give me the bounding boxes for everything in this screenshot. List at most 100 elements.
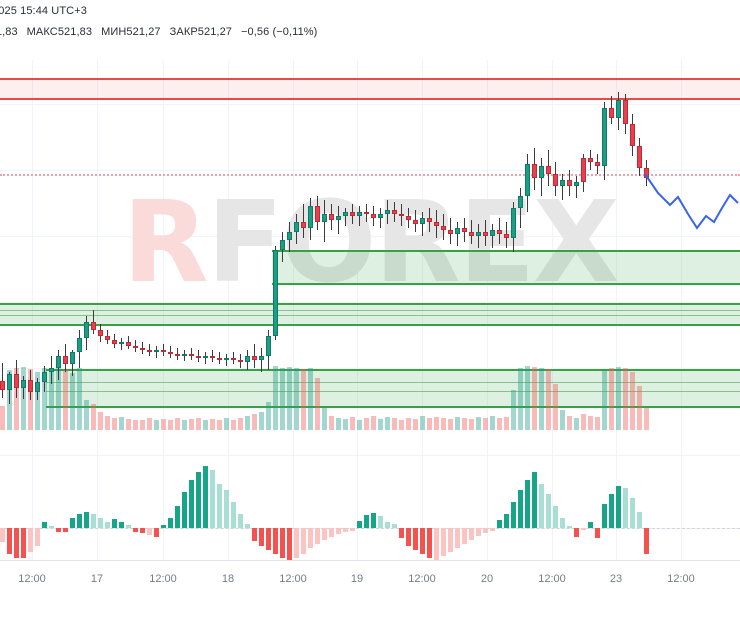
chart-date-label: н 23, 2025 15:44 UTC+3 [0, 5, 87, 17]
macd-bar [301, 528, 306, 554]
macd-bar [581, 528, 586, 530]
macd-bar [287, 528, 292, 560]
macd-bar [343, 528, 348, 532]
macd-bar [441, 528, 446, 556]
macd-bar [273, 528, 278, 554]
axis-tick-label: 12:00 [667, 573, 695, 585]
macd-bar [448, 528, 453, 552]
price-pane[interactable] [0, 60, 740, 433]
macd-bar [203, 466, 208, 528]
macd-bar [602, 504, 607, 528]
macd-bar [189, 480, 194, 528]
macd-zero-line [0, 528, 740, 529]
macd-bar [560, 518, 565, 528]
ohlc-high: МАКС521,83 [27, 26, 92, 38]
macd-bar [427, 528, 432, 558]
macd-bar [35, 528, 40, 546]
macd-bar [518, 490, 523, 528]
axis-tick-label: 20 [481, 573, 493, 585]
grid-line-vertical [357, 433, 358, 560]
macd-bar [322, 528, 327, 540]
macd-bar [217, 484, 222, 528]
macd-bar [161, 525, 166, 528]
macd-bar [336, 528, 341, 534]
macd-bar [637, 512, 642, 528]
axis-tick-label: 18 [222, 573, 234, 585]
macd-bar [252, 528, 257, 541]
macd-bar [371, 513, 376, 528]
axis-tick-label: 12:00 [279, 573, 307, 585]
macd-bar [70, 518, 75, 528]
macd-bar [315, 528, 320, 544]
macd-bar [133, 528, 138, 532]
macd-bar [392, 524, 397, 528]
macd-bar [105, 522, 110, 528]
axis-tick-label: 17 [91, 573, 103, 585]
axis-tick-label: 23 [610, 573, 622, 585]
macd-bar [280, 528, 285, 558]
macd-bar [525, 480, 530, 528]
macd-bar [14, 528, 19, 558]
axis-tick-label: 12:00 [149, 573, 177, 585]
macd-bar [84, 512, 89, 528]
axis-tick-label: 12:00 [538, 573, 566, 585]
macd-bar [413, 528, 418, 550]
grid-line-vertical [681, 433, 682, 560]
macd-bar [147, 528, 152, 535]
macd-bar [119, 522, 124, 528]
macd-bar [497, 520, 502, 528]
axis-tick-label: 19 [351, 573, 363, 585]
macd-bar [7, 528, 12, 554]
macd-bar [350, 528, 355, 531]
ohlc-legend: ОТКР521,83 МАКС521,83 МИН521,27 ЗАКР521,27−… [0, 26, 326, 38]
macd-bar [609, 494, 614, 528]
grid-line-horizontal [0, 455, 740, 456]
macd-bar [511, 502, 516, 528]
macd-bar [77, 514, 82, 528]
macd-bar [168, 518, 173, 528]
macd-bar [539, 484, 544, 528]
macd-bar [0, 528, 5, 542]
forecast-line [0, 60, 740, 433]
macd-bar [364, 515, 369, 528]
macd-bar [630, 498, 635, 528]
grid-line-vertical [552, 433, 553, 560]
macd-bar [574, 528, 579, 537]
grid-line-vertical [487, 433, 488, 560]
macd-bar [259, 528, 264, 546]
macd-bar [434, 528, 439, 560]
macd-bar [140, 528, 145, 533]
macd-bar [98, 518, 103, 528]
macd-bar [385, 522, 390, 528]
ohlc-low: МИН521,27 [101, 26, 161, 38]
macd-bar [455, 528, 460, 548]
macd-pane[interactable] [0, 433, 740, 560]
macd-bar [462, 528, 467, 544]
macd-bar [399, 528, 404, 538]
macd-bar [294, 528, 299, 558]
macd-bar [49, 526, 54, 528]
macd-bar [504, 514, 509, 528]
ohlc-open: ОТКР521,83 [0, 26, 18, 38]
macd-bar [126, 525, 131, 528]
macd-bar [245, 524, 250, 528]
macd-bar [329, 528, 334, 537]
macd-bar [224, 490, 229, 528]
ohlc-change: −0,56 (−0,11%) [241, 26, 317, 38]
macd-bar [210, 470, 215, 528]
macd-bar [623, 488, 628, 528]
macd-bar [595, 528, 600, 538]
macd-bar [238, 514, 243, 528]
macd-bar [532, 472, 537, 528]
macd-bar [182, 492, 187, 528]
macd-bar [28, 528, 33, 552]
ohlc-close: ЗАКР521,27 [170, 26, 232, 38]
macd-bar [91, 514, 96, 528]
macd-bar [546, 494, 551, 528]
macd-bar [112, 519, 117, 528]
macd-bar [406, 528, 411, 546]
macd-bar [308, 528, 313, 548]
macd-bar [154, 528, 159, 537]
